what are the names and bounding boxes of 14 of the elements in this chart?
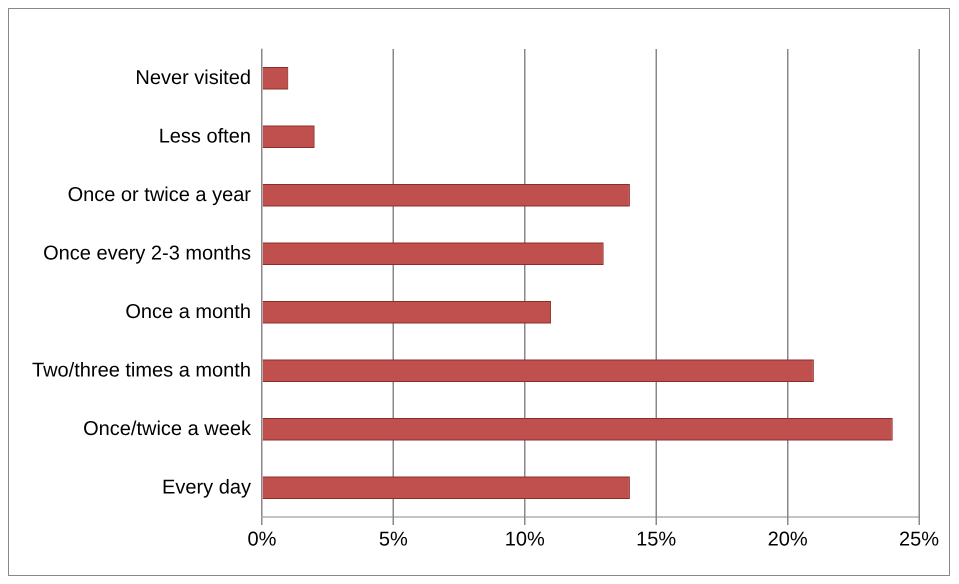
x-tick-label: 25% [898,528,940,551]
y-tick-label: Once every 2-3 months [43,242,251,264]
y-tick-label: Two/three times a month [32,359,251,382]
x-tick-label: 20% [768,528,808,551]
x-tick-label: 15% [636,528,676,551]
x-tick-label: 5% [378,528,408,551]
y-tick-label: Never visited [135,66,251,89]
y-tick-label: Less often [158,125,251,148]
y-tick-label: Once or twice a year [68,184,252,206]
y-tick-label: Once/twice a week [83,418,252,440]
x-tick-label: 0% [248,528,277,551]
y-tick-label: Once a month [125,300,251,323]
y-tick-label: Every day [162,476,251,498]
x-tick-label: 10% [504,528,546,551]
